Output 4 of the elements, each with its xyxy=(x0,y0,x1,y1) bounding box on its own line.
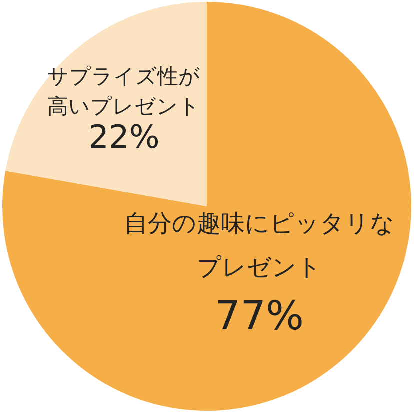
data-label: 22% xyxy=(88,118,160,156)
data-label: 77% xyxy=(215,294,304,340)
slice-label: 自分の趣味にピッタリなプレゼント xyxy=(124,209,396,282)
slice-label: サプライズ性が高いプレゼント xyxy=(48,64,201,118)
